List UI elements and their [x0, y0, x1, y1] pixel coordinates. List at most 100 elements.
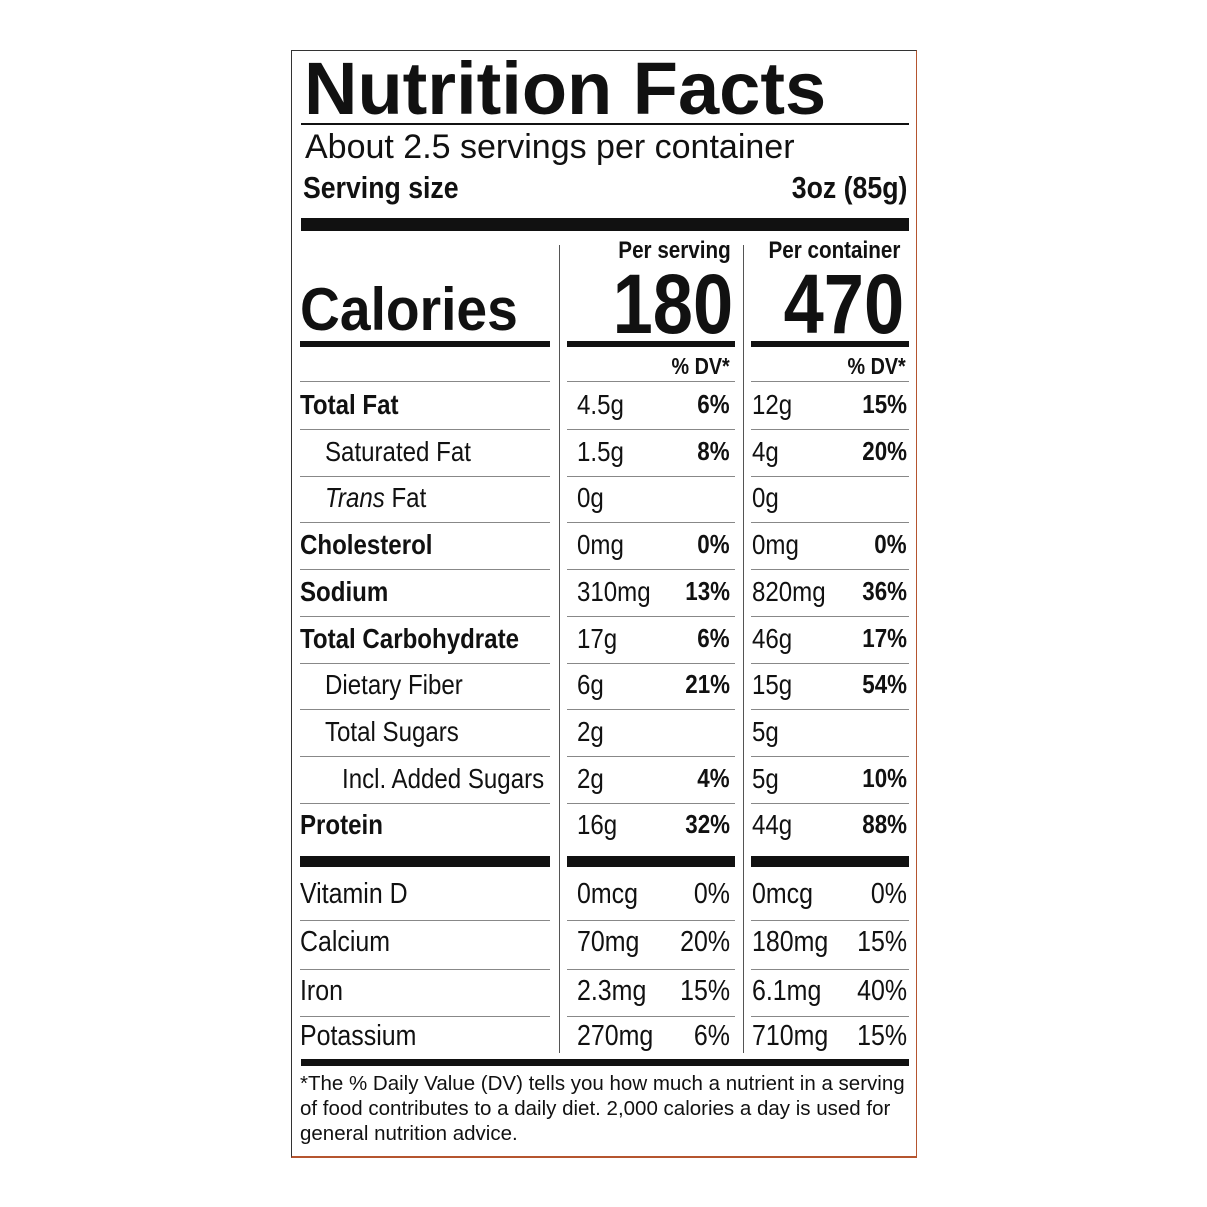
daily-value: 36% [862, 575, 907, 606]
column-header: Per serving [618, 237, 731, 264]
nutrient-label: Incl. Added Sugars [342, 762, 545, 794]
row-rule [567, 569, 735, 570]
rule [301, 123, 909, 125]
daily-value: 13% [685, 575, 730, 606]
row-rule [751, 381, 909, 382]
amount: 5g [752, 762, 779, 794]
amount: 1.5g [577, 435, 624, 467]
amount: 0mg [752, 529, 799, 561]
label-frame [291, 50, 917, 1158]
row-rule [751, 476, 909, 477]
thick-rule [301, 1059, 909, 1066]
row-rule [751, 709, 909, 710]
calories-label: Calories [300, 276, 518, 343]
thick-rule [300, 856, 550, 867]
thick-rule [567, 341, 735, 347]
amount: 44g [752, 809, 793, 841]
nutrient-label: Trans Fat [325, 484, 426, 512]
servings: About 2.5 servings per container [305, 128, 795, 166]
amount: 180mg [752, 926, 829, 958]
amount: 16g [577, 809, 618, 841]
daily-value: 0% [874, 529, 907, 560]
amount: 820mg [752, 575, 826, 607]
calories-value: 180 [612, 257, 733, 351]
daily-value: 6% [697, 389, 730, 419]
row-rule [300, 616, 550, 617]
amount: 46g [752, 622, 793, 654]
row-rule [751, 616, 909, 617]
nutrient-label: Saturated Fat [325, 435, 471, 467]
thick-rule [751, 856, 909, 867]
daily-value: 0% [870, 878, 907, 910]
vitamin-label: Calcium [300, 926, 391, 958]
row-rule [300, 920, 550, 921]
row-rule [567, 709, 735, 710]
row-rule [300, 429, 550, 430]
daily-value: 15% [862, 389, 907, 419]
amount: 0mg [577, 529, 624, 561]
thick-bar [301, 218, 909, 231]
daily-value: 10% [862, 762, 907, 793]
vitamin-label: Potassium [300, 1020, 417, 1052]
footnote: *The % Daily Value (DV) tells you how mu… [300, 1072, 905, 1145]
daily-value: 15% [857, 926, 907, 958]
daily-value: 8% [697, 435, 730, 466]
row-rule [751, 969, 909, 970]
row-rule [300, 709, 550, 710]
daily-value: 4% [697, 762, 730, 793]
nutrient-label-italic: Trans [325, 482, 385, 514]
amount: 2g [577, 762, 604, 794]
amount: 70mg [577, 926, 640, 958]
nutrient-label: Dietary Fiber [325, 669, 463, 701]
daily-value: 20% [862, 435, 907, 466]
amount: 4g [752, 435, 779, 467]
row-rule [751, 1016, 909, 1017]
daily-value: 6% [693, 1020, 730, 1052]
amount: 6g [577, 669, 604, 701]
row-rule [567, 1016, 735, 1017]
title: Nutrition Facts [304, 47, 827, 130]
row-rule [751, 569, 909, 570]
row-rule [567, 756, 735, 757]
row-rule [567, 381, 735, 382]
daily-value: 54% [862, 669, 907, 700]
row-rule [300, 969, 550, 970]
daily-value: 32% [685, 809, 730, 840]
row-rule [300, 522, 550, 523]
amount: 6.1mg [752, 975, 822, 1007]
amount: 0mcg [752, 878, 813, 910]
nutrient-label: Total Fat [300, 389, 399, 420]
row-rule [567, 476, 735, 477]
thick-rule [751, 341, 909, 347]
row-rule [300, 663, 550, 664]
nutrient-label: Cholesterol [300, 529, 433, 561]
row-rule [751, 920, 909, 921]
amount: 0g [752, 482, 779, 514]
nutrient-label: Total Carbohydrate [300, 622, 519, 654]
vitamin-label: Iron [300, 975, 343, 1007]
amount: 0g [577, 482, 604, 514]
dv-header: % DV* [847, 353, 906, 379]
row-rule [567, 969, 735, 970]
row-rule [567, 920, 735, 921]
calories-value: 470 [783, 257, 904, 351]
row-rule [300, 569, 550, 570]
serving-size-label: Serving size [303, 170, 459, 205]
amount: 2.3mg [577, 975, 647, 1007]
row-rule [300, 1016, 550, 1017]
daily-value: 88% [862, 809, 907, 840]
row-rule [751, 803, 909, 804]
nutrient-label: Sodium [300, 575, 389, 607]
amount: 17g [577, 622, 618, 654]
daily-value: 6% [697, 622, 730, 653]
amount: 12g [752, 389, 793, 420]
column-divider [559, 245, 560, 1053]
row-rule [751, 522, 909, 523]
daily-value: 15% [857, 1020, 907, 1052]
row-rule [751, 663, 909, 664]
amount: 270mg [577, 1020, 654, 1052]
row-rule [567, 616, 735, 617]
amount: 15g [752, 669, 793, 701]
row-rule [567, 429, 735, 430]
